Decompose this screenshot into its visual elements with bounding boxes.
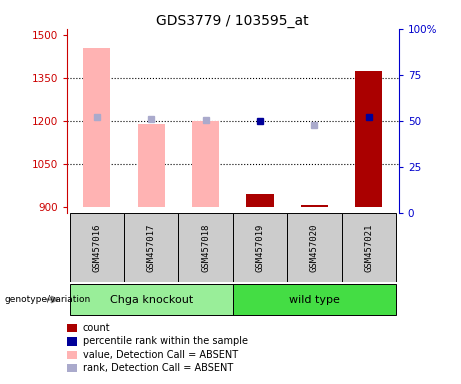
Text: percentile rank within the sample: percentile rank within the sample [83,336,248,346]
Bar [301,205,328,207]
Bar [178,213,233,282]
Text: GSM457018: GSM457018 [201,223,210,272]
Text: genotype/variation: genotype/variation [5,295,91,304]
Text: value, Detection Call = ABSENT: value, Detection Call = ABSENT [83,350,237,360]
Bar [287,213,342,282]
Text: GSM457017: GSM457017 [147,223,156,272]
Text: GSM457021: GSM457021 [364,223,373,272]
Text: count: count [83,323,110,333]
Bar [70,284,233,315]
Text: Chga knockout: Chga knockout [110,295,193,305]
Text: GSM457020: GSM457020 [310,223,319,272]
Bar [70,213,124,282]
Text: wild type: wild type [289,295,340,305]
Bar [247,194,274,207]
Bar [342,213,396,282]
Text: rank, Detection Call = ABSENT: rank, Detection Call = ABSENT [83,363,233,373]
Bar [124,213,178,282]
Bar [83,48,110,207]
Bar [233,284,396,315]
Bar [137,124,165,207]
Text: GSM457016: GSM457016 [92,223,101,272]
Title: GDS3779 / 103595_at: GDS3779 / 103595_at [156,14,309,28]
Bar [192,121,219,207]
Text: GSM457019: GSM457019 [255,223,265,272]
Bar [355,71,383,207]
Bar [233,213,287,282]
